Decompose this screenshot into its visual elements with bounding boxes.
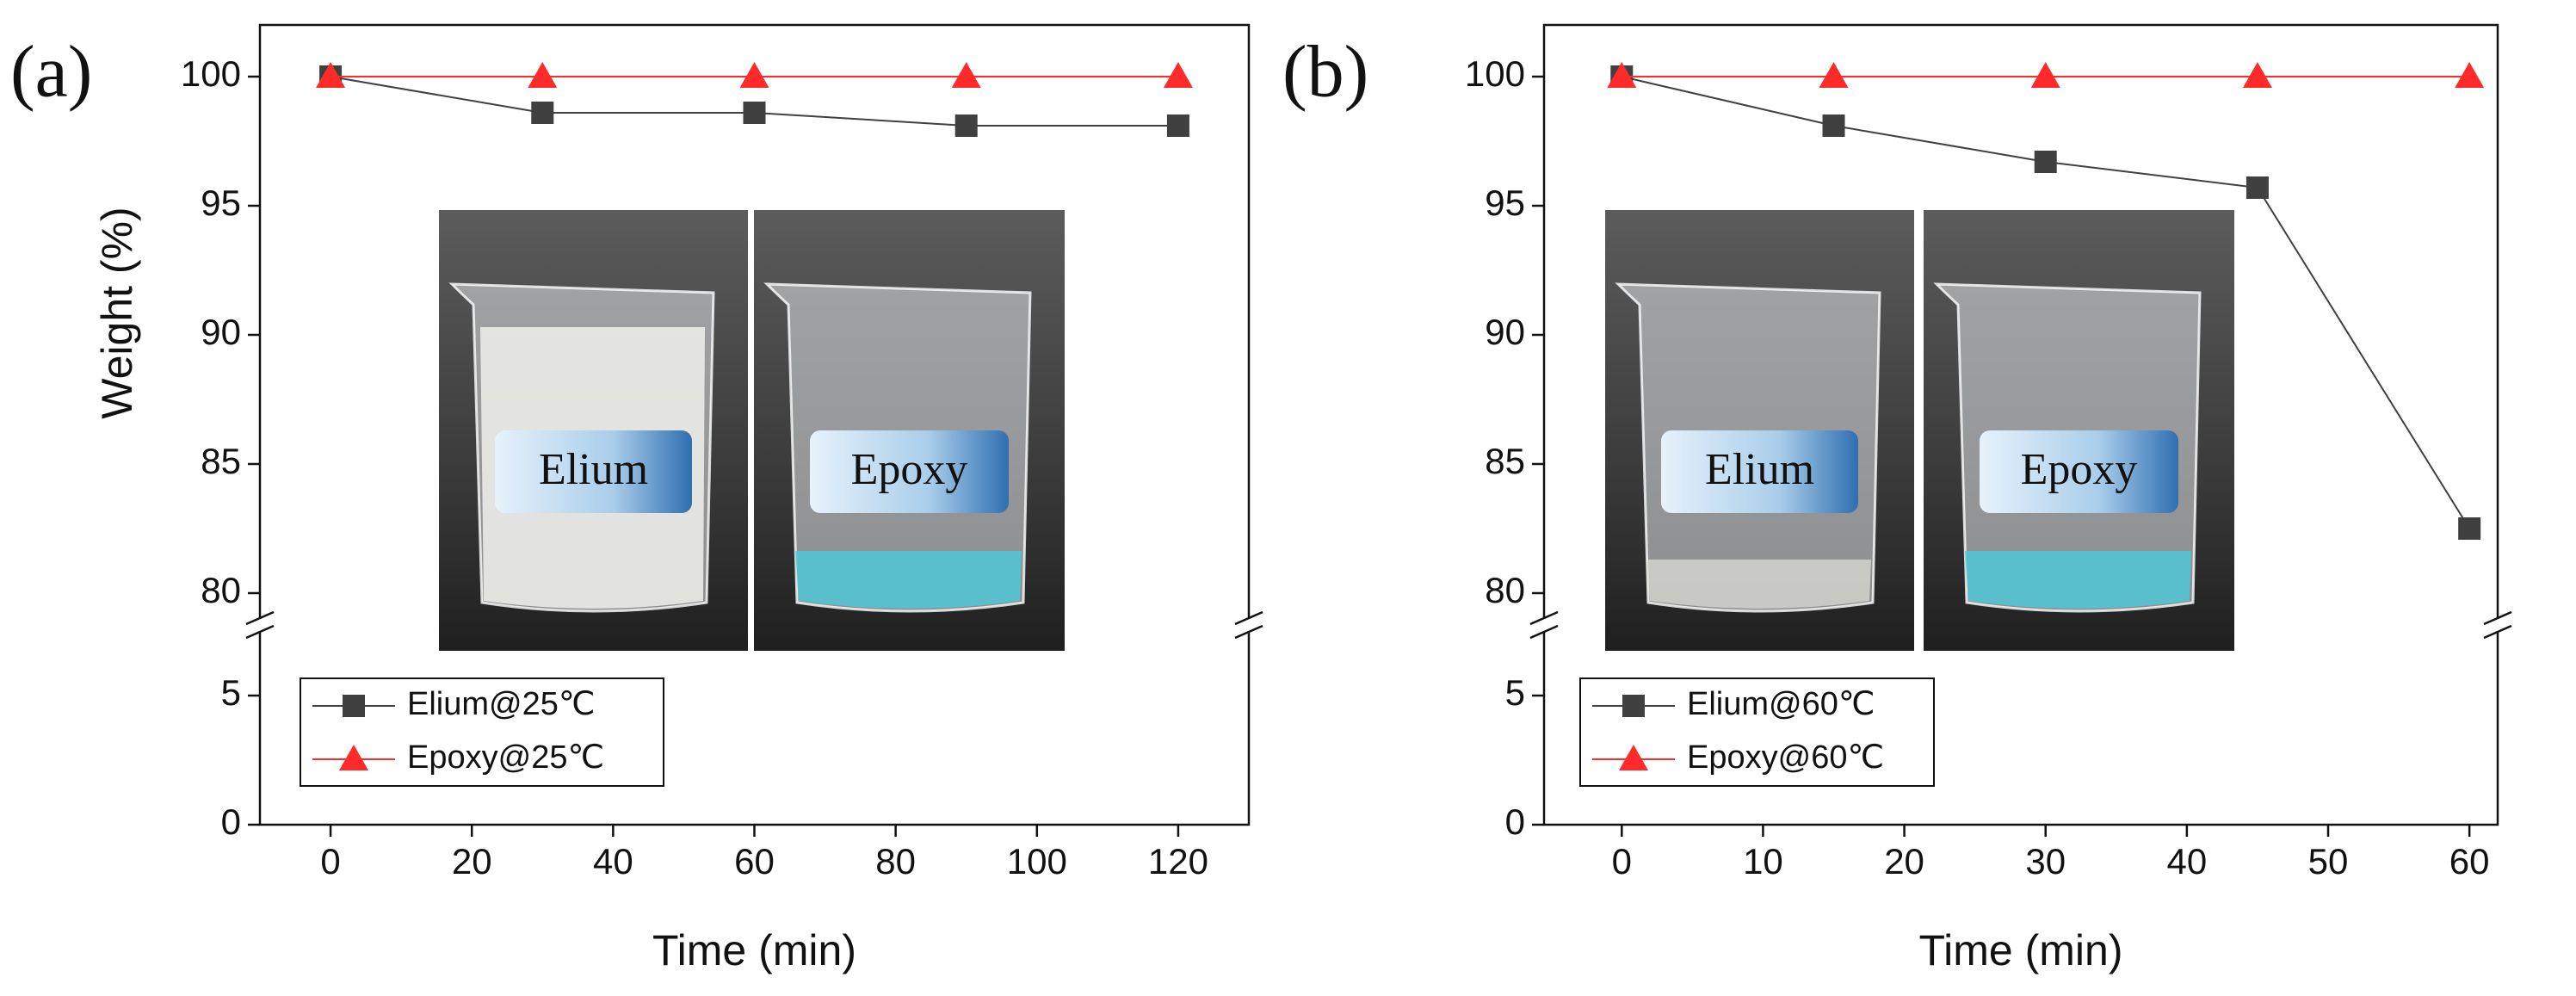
marker: [531, 102, 554, 124]
x-tick-label: 0: [1612, 841, 1632, 882]
marker: [1607, 62, 1637, 88]
y-tick-label: 5: [1505, 672, 1525, 713]
marker: [2030, 62, 2060, 88]
x-tick-label: 100: [1007, 841, 1067, 882]
x-axis-title: Time (min): [1918, 926, 2122, 974]
y-tick-label: 85: [201, 441, 241, 481]
x-tick-label: 20: [452, 841, 492, 882]
y-tick-label: 95: [201, 182, 241, 223]
marker: [1819, 62, 1849, 88]
x-tick-label: 120: [1148, 841, 1208, 882]
y-tick-label: 90: [1485, 312, 1525, 352]
axis-break-mark: [2483, 610, 2512, 640]
marker: [2034, 151, 2057, 173]
legend-label: Elium@60℃: [1687, 686, 1875, 722]
marker: [951, 62, 981, 88]
beaker-content: [1965, 551, 2191, 609]
x-axis-title: Time (min): [652, 926, 856, 974]
marker: [316, 62, 346, 88]
panel-label: (b): [1282, 30, 1368, 113]
legend-label: Epoxy@60℃: [1687, 739, 1884, 776]
y-tick-label: 5: [221, 672, 241, 713]
x-tick-label: 80: [875, 841, 916, 882]
y-tick-label: 95: [1485, 182, 1525, 223]
x-tick-label: 10: [1743, 841, 1783, 882]
marker: [1163, 62, 1193, 88]
legend-label: Elium@25℃: [407, 686, 596, 722]
marker: [528, 62, 558, 88]
y-tick-label: 90: [201, 312, 241, 352]
axis-break-gap: [243, 620, 277, 630]
marker: [743, 102, 766, 124]
x-tick-label: 20: [1884, 841, 1924, 882]
photo-label: Elium: [1705, 445, 1814, 494]
marker: [2458, 517, 2481, 540]
inset-photo: Epoxy: [1924, 210, 2234, 651]
x-tick-label: 60: [2449, 841, 2490, 882]
photo-label: Elium: [539, 445, 648, 494]
x-tick-label: 0: [320, 841, 340, 882]
y-tick-label: 85: [1485, 441, 1525, 481]
inset-photo: Elium: [439, 210, 748, 651]
photo-label-box: [1980, 430, 2178, 513]
photo-label: Epoxy: [851, 445, 968, 494]
inset-photo: Elium: [1605, 210, 1914, 651]
legend-marker: [1622, 695, 1645, 717]
axis-break-mark: [1529, 610, 1559, 640]
marker: [739, 62, 769, 88]
x-tick-label: 50: [2308, 841, 2349, 882]
axis-break-gap: [2480, 620, 2515, 630]
axis-break-gap: [1527, 620, 1561, 630]
panel-label: (a): [10, 30, 92, 113]
marker: [1166, 114, 1189, 137]
marker: [954, 114, 978, 137]
beaker-content: [795, 551, 1022, 609]
marker: [1822, 114, 1845, 137]
x-tick-label: 40: [2167, 841, 2208, 882]
y-tick-label: 100: [181, 53, 241, 94]
y-tick-label: 80: [201, 570, 241, 610]
y-axis-title: Weight (%): [93, 207, 141, 418]
x-tick-label: 40: [593, 841, 633, 882]
y-tick-label: 0: [1505, 801, 1525, 842]
axis-break-mark: [245, 610, 275, 640]
marker: [2455, 62, 2485, 88]
y-tick-label: 100: [1465, 53, 1525, 94]
beaker-content: [1646, 560, 1871, 609]
legend-marker: [339, 745, 368, 770]
x-tick-label: 60: [734, 841, 775, 882]
legend-marker: [1619, 745, 1648, 770]
photo-label-box: [495, 430, 692, 513]
photo-label: Epoxy: [2021, 445, 2138, 494]
axis-break-gap: [1232, 620, 1266, 630]
marker: [2242, 62, 2272, 88]
legend-marker: [343, 695, 365, 717]
photo-label-box: [1661, 430, 1858, 513]
inset-photo: Epoxy: [754, 210, 1065, 651]
y-tick-label: 0: [221, 801, 241, 842]
plot-frame: [1542, 23, 2499, 826]
legend-label: Epoxy@25℃: [407, 739, 604, 776]
marker: [2246, 176, 2269, 199]
x-tick-label: 30: [2025, 841, 2066, 882]
y-tick-label: 80: [1485, 570, 1525, 610]
axis-break-mark: [1234, 610, 1263, 640]
photo-label-box: [810, 430, 1009, 513]
